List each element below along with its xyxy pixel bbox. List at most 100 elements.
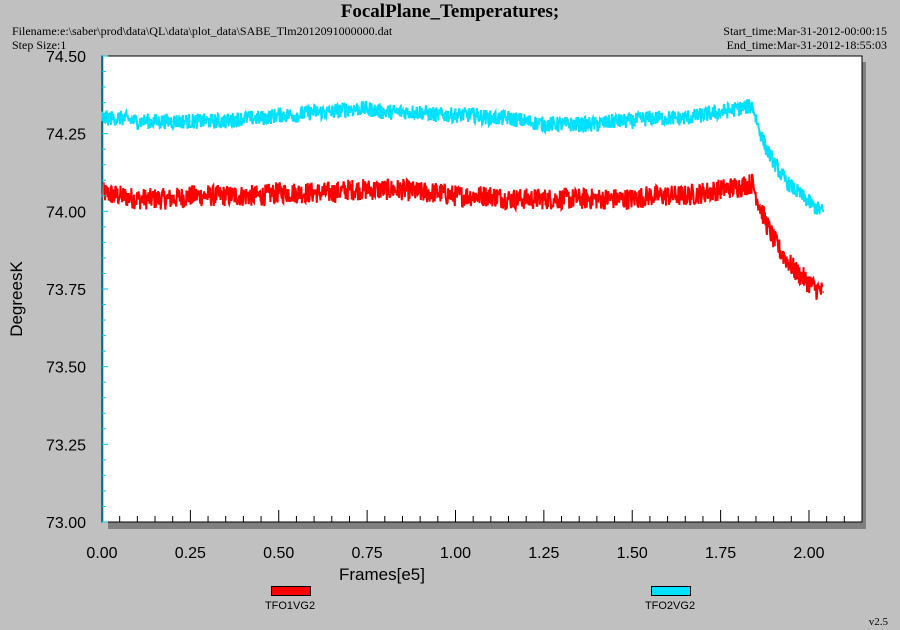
y-tick-label: 74.00 — [46, 204, 86, 221]
data-point-tfo1vg2 — [801, 275, 803, 278]
y-tick-label: 73.50 — [46, 360, 86, 377]
data-point-tfo2vg2 — [786, 182, 789, 185]
data-point-tfo2vg2 — [525, 120, 527, 123]
data-point-tfo1vg2 — [348, 188, 351, 191]
step-size-label: Step Size:1 — [12, 38, 67, 52]
x-tick-label: 2.00 — [793, 545, 824, 562]
data-point-tfo2vg2 — [737, 108, 740, 110]
data-point-tfo1vg2 — [171, 198, 174, 200]
data-point-tfo1vg2 — [401, 188, 404, 191]
data-point-tfo1vg2 — [366, 188, 368, 191]
data-point-tfo2vg2 — [207, 120, 209, 123]
data-point-tfo2vg2 — [330, 111, 333, 113]
data-point-tfo1vg2 — [437, 191, 439, 194]
data-point-tfo1vg2 — [765, 222, 768, 225]
data-point-tfo2vg2 — [702, 114, 704, 116]
data-point-tfo2vg2 — [136, 120, 139, 123]
data-point-tfo2vg2 — [118, 117, 121, 119]
data-point-tfo2vg2 — [613, 120, 616, 123]
data-point-tfo2vg2 — [224, 120, 227, 123]
data-point-tfo2vg2 — [154, 120, 156, 123]
data-point-tfo1vg2 — [737, 185, 740, 188]
data-point-tfo1vg2 — [758, 204, 761, 206]
data-point-tfo2vg2 — [666, 117, 669, 119]
data-point-tfo1vg2 — [702, 191, 704, 194]
data-point-tfo1vg2 — [118, 195, 121, 197]
data-point-tfo1vg2 — [490, 195, 492, 197]
data-point-tfo1vg2 — [189, 195, 192, 197]
legend-label-tfo1vg2: TFO1VG2 — [264, 600, 316, 612]
version-label: v2.5 — [868, 616, 888, 628]
data-point-tfo2vg2 — [596, 123, 598, 126]
data-point-tfo2vg2 — [507, 117, 510, 119]
data-point-tfo2vg2 — [794, 188, 796, 191]
data-point-tfo2vg2 — [419, 111, 421, 113]
x-tick-label: 0.00 — [86, 545, 117, 562]
data-point-tfo1vg2 — [596, 198, 598, 200]
data-point-tfo2vg2 — [578, 123, 581, 126]
plot-area — [101, 55, 863, 523]
data-point-tfo1vg2 — [383, 188, 386, 191]
x-tick-label: 1.25 — [528, 545, 559, 562]
data-point-tfo2vg2 — [822, 210, 824, 213]
y-tick-label: 73.75 — [46, 282, 86, 299]
data-point-tfo1vg2 — [808, 281, 810, 284]
data-point-tfo1vg2 — [525, 198, 527, 200]
data-point-tfo2vg2 — [490, 117, 492, 119]
series-tfo1vg2 — [101, 173, 824, 300]
data-point-tfo2vg2 — [401, 111, 404, 113]
data-point-tfo2vg2 — [366, 108, 368, 110]
data-point-tfo2vg2 — [751, 104, 754, 107]
data-point-tfo2vg2 — [560, 123, 563, 126]
data-point-tfo2vg2 — [772, 160, 775, 163]
data-point-tfo2vg2 — [260, 117, 262, 119]
data-point-tfo2vg2 — [348, 108, 351, 110]
data-point-tfo1vg2 — [649, 195, 651, 197]
data-point-tfo1vg2 — [330, 191, 333, 194]
end-time-label: End_time:Mar-31-2012-18:55:03 — [726, 38, 887, 52]
legend-swatch-tfo1vg2 — [271, 586, 311, 596]
data-point-tfo1vg2 — [260, 195, 262, 197]
data-point-tfo1vg2 — [751, 182, 754, 185]
x-tick-label: 0.75 — [352, 545, 383, 562]
series-tfo2vg2 — [101, 99, 825, 215]
data-point-tfo1vg2 — [613, 198, 616, 200]
y-tick-label: 74.25 — [46, 127, 86, 144]
data-point-tfo2vg2 — [758, 129, 761, 132]
data-point-tfo2vg2 — [779, 173, 782, 175]
y-tick-label: 73.25 — [46, 437, 86, 454]
data-point-tfo2vg2 — [684, 117, 687, 119]
data-point-tfo2vg2 — [472, 114, 474, 116]
data-point-tfo2vg2 — [808, 201, 810, 203]
legend-label-tfo2vg2: TFO2VG2 — [644, 600, 696, 612]
data-point-tfo2vg2 — [631, 120, 634, 123]
data-point-tfo2vg2 — [189, 120, 192, 123]
data-point-tfo2vg2 — [765, 148, 768, 150]
data-point-tfo1vg2 — [472, 195, 474, 197]
x-tick-label: 1.00 — [440, 545, 471, 562]
data-point-tfo1vg2 — [719, 188, 722, 191]
filename-label: Filename:e:\saber\prod\data\QL\data\plot… — [12, 24, 393, 38]
data-point-tfo2vg2 — [719, 111, 722, 113]
x-tick-label: 1.75 — [705, 545, 736, 562]
data-point-tfo2vg2 — [454, 114, 457, 116]
data-point-tfo1vg2 — [101, 191, 103, 194]
data-point-tfo1vg2 — [779, 250, 782, 253]
x-tick-label: 0.25 — [175, 545, 206, 562]
data-point-tfo1vg2 — [242, 195, 245, 197]
legend-swatch-tfo2vg2 — [651, 586, 691, 596]
series-line-tfo2vg2 — [101, 99, 825, 215]
axis-layer: 0.00 0.25 0.50 0.75 1.00 1.25 1.50 1.75 2.00 73.0… — [7, 49, 845, 584]
data-point-tfo2vg2 — [801, 195, 803, 197]
data-point-tfo1vg2 — [277, 191, 280, 194]
series-layer — [101, 99, 825, 300]
data-point-tfo2vg2 — [649, 117, 651, 119]
series-line-tfo1vg2 — [101, 173, 824, 300]
x-tick-label: 1.50 — [617, 545, 648, 562]
data-point-tfo1vg2 — [543, 198, 545, 200]
data-point-tfo1vg2 — [772, 238, 775, 241]
data-point-tfo1vg2 — [136, 198, 139, 200]
data-point-tfo2vg2 — [815, 207, 817, 210]
y-axis-title: DegreesK — [7, 261, 26, 337]
